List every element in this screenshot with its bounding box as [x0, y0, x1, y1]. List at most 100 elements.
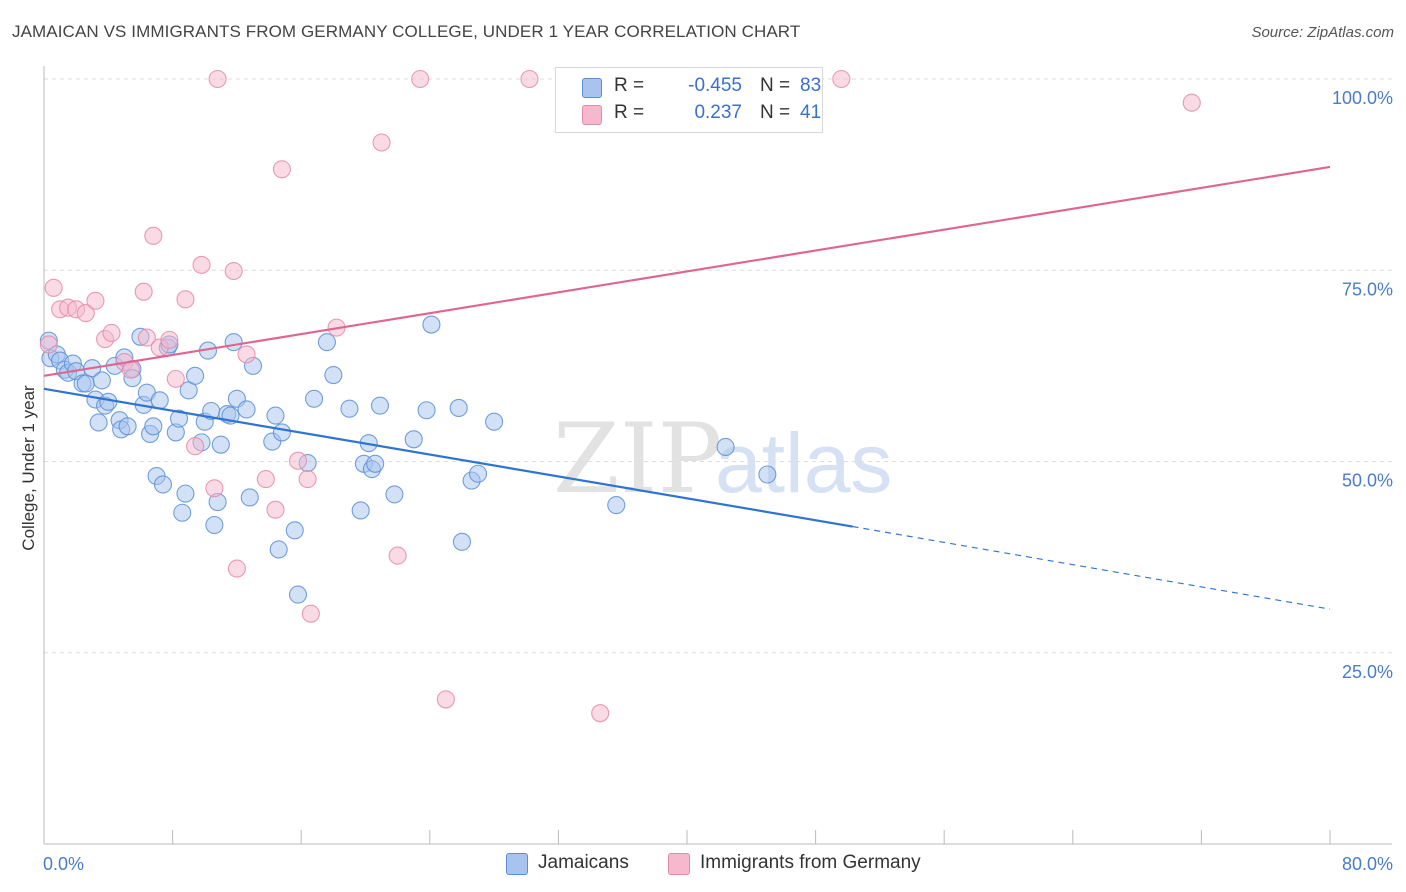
trend-line-extension-blue — [852, 525, 1331, 610]
data-point — [370, 396, 390, 415]
data-point — [186, 366, 205, 385]
data-point — [192, 255, 211, 274]
data-point — [411, 69, 430, 89]
data-point — [422, 315, 441, 334]
bottom-legend-swatch-pink — [668, 853, 690, 875]
data-point — [404, 430, 423, 449]
data-point — [144, 417, 163, 436]
bottom-legend-label: Jamaicans — [538, 852, 629, 873]
data-point — [272, 160, 291, 179]
legend-r-value: 0.237 — [694, 102, 742, 123]
data-point — [452, 532, 472, 551]
y-tick-label: 100.0% — [1332, 88, 1393, 108]
data-point — [205, 479, 224, 498]
data-point — [39, 335, 58, 354]
data-point — [153, 475, 173, 494]
data-point — [144, 226, 163, 245]
y-tick-label: 75.0% — [1342, 279, 1393, 299]
data-point — [76, 374, 95, 393]
data-point — [288, 585, 308, 604]
data-point — [340, 399, 359, 418]
data-point — [485, 412, 504, 431]
data-point — [44, 278, 63, 297]
legend-n-value: 41 — [800, 102, 822, 123]
data-point — [436, 690, 455, 709]
data-point — [224, 333, 243, 352]
legend-n-label: N = — [760, 75, 791, 96]
data-point — [166, 369, 185, 388]
axes — [43, 66, 1392, 845]
watermark-zip: ZIP — [553, 403, 722, 515]
data-point — [169, 409, 189, 428]
data-point — [832, 69, 851, 89]
data-point — [520, 69, 539, 89]
data-point — [1182, 93, 1201, 112]
data-point — [272, 423, 291, 442]
data-point — [176, 290, 195, 309]
data-point — [758, 465, 777, 484]
data-point — [86, 291, 105, 310]
data-point — [266, 406, 285, 425]
data-point — [468, 464, 488, 483]
data-point — [208, 69, 227, 89]
trend-line-blue — [43, 387, 853, 528]
data-point — [385, 485, 404, 504]
bottom-legend-swatch-blue — [506, 853, 528, 875]
data-point — [134, 282, 153, 301]
y-tick-labels: 25.0% 50.0% 75.0% 100.0% — [1332, 88, 1393, 682]
data-point — [351, 501, 370, 520]
data-point — [269, 540, 288, 559]
y-axis-label: College, Under 1 year — [19, 385, 38, 551]
data-point — [186, 437, 205, 456]
data-point — [240, 488, 259, 507]
source-credit: Source: ZipAtlas.com — [1251, 24, 1394, 41]
watermark-atlas: atlas — [715, 416, 892, 510]
data-point — [301, 604, 320, 623]
data-point — [298, 470, 317, 489]
data-point — [366, 454, 385, 473]
legend-r-value: -0.455 — [688, 75, 742, 96]
data-point — [285, 521, 304, 540]
legend-swatch-pink — [582, 105, 602, 125]
data-point — [716, 437, 735, 457]
x-tick-label: 80.0% — [1342, 854, 1393, 874]
data-point — [607, 496, 626, 515]
data-point — [102, 323, 121, 343]
chart-title: JAMAICAN VS IMMIGRANTS FROM GERMANY COLL… — [12, 22, 801, 41]
legend-swatch-blue — [582, 78, 602, 98]
data-point — [317, 333, 336, 352]
bottom-legend-label: Immigrants from Germany — [700, 852, 921, 873]
data-point — [137, 328, 156, 347]
data-point — [288, 451, 308, 470]
data-point — [237, 400, 256, 419]
data-point — [224, 261, 243, 281]
data-point — [591, 704, 610, 723]
data-point — [324, 366, 343, 385]
data-point — [160, 330, 179, 349]
data-point — [89, 413, 108, 432]
legend-r-label: R = — [614, 75, 645, 96]
watermark: ZIP atlas — [553, 403, 892, 515]
data-point — [388, 546, 407, 565]
series-immigrants-germany — [39, 69, 1201, 723]
data-point — [449, 398, 468, 418]
data-point — [417, 401, 436, 420]
data-point — [266, 500, 285, 519]
data-point — [211, 435, 230, 454]
data-point — [76, 304, 95, 323]
data-point — [176, 484, 195, 503]
data-point — [237, 345, 256, 364]
data-point — [173, 503, 192, 522]
data-point — [92, 371, 111, 390]
trend-line-pink — [43, 165, 1331, 377]
legend-n-label: N = — [760, 102, 791, 123]
trend-lines — [43, 165, 1331, 610]
data-point — [305, 389, 324, 408]
y-tick-label: 25.0% — [1342, 662, 1393, 682]
y-tick-label: 50.0% — [1342, 471, 1393, 491]
data-point — [118, 417, 137, 436]
data-point — [205, 515, 224, 535]
gridlines — [44, 78, 1392, 654]
data-point — [227, 559, 246, 578]
